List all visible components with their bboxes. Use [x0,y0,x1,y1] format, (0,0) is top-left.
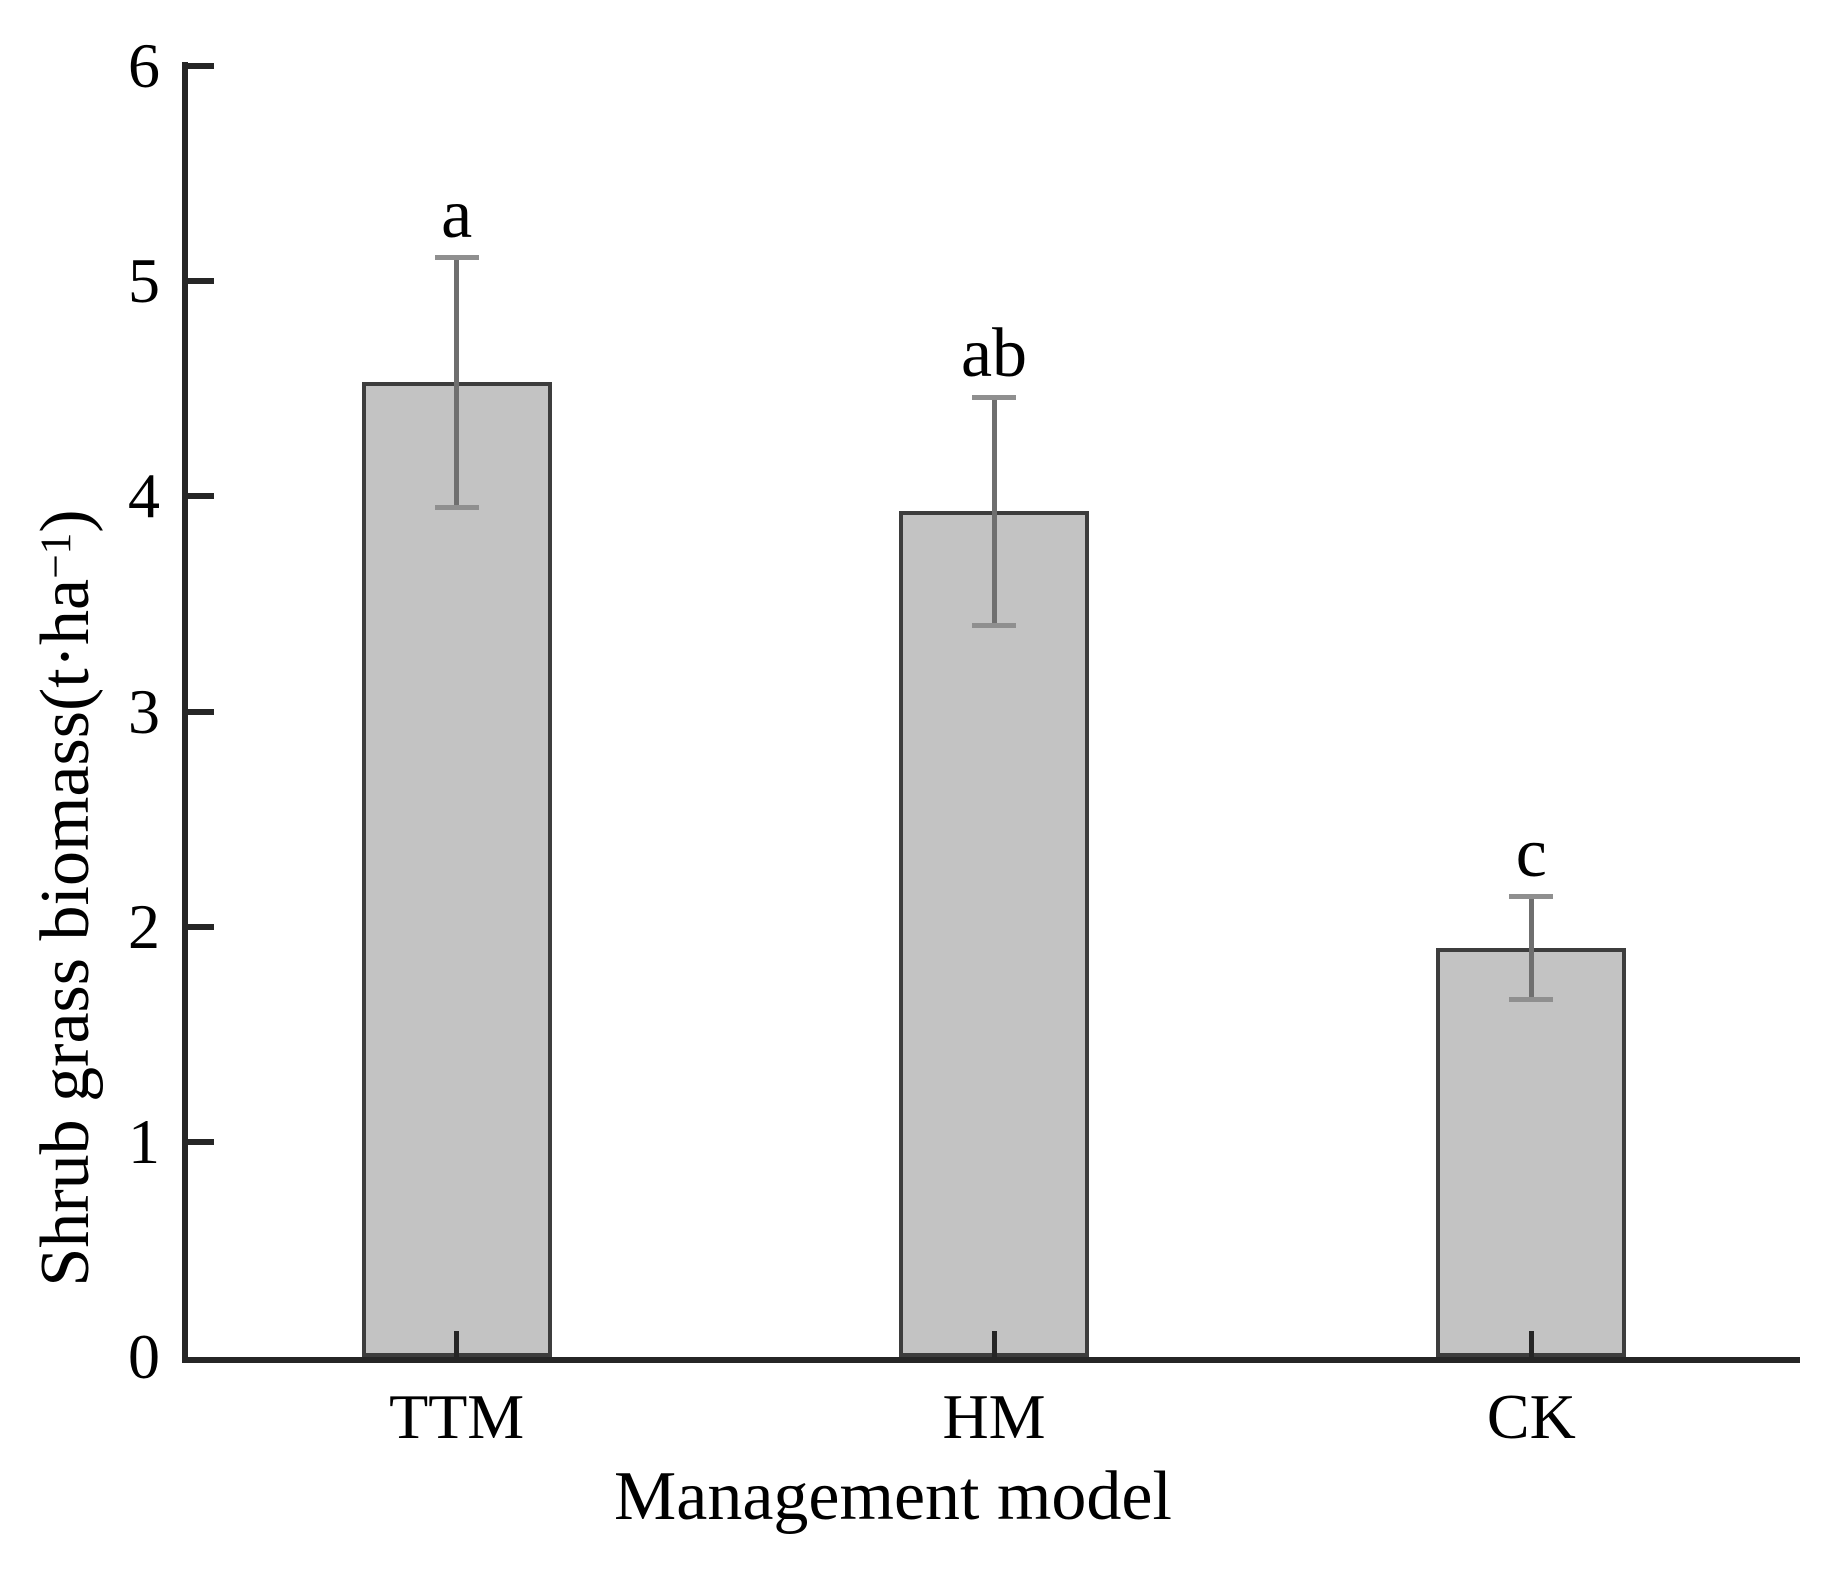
y-tick-label-3: 3 [128,675,160,747]
y-tick-5 [188,278,214,285]
bar-ttm [361,382,552,1357]
x-axis-title: Management model [614,1458,1172,1535]
y-tick-label-5: 5 [128,245,160,317]
error-cap-top-hm [972,394,1016,400]
y-axis-line [182,62,188,1363]
x-axis-line [182,1357,1800,1363]
error-bar-hm [991,397,997,626]
sig-letter-hm: ab [960,315,1028,393]
x-tick-label-ttm: TTM [389,1381,525,1452]
sig-letter-ttm: a [441,175,473,253]
y-tick-label-0: 0 [128,1321,160,1392]
sig-letter-ck: c [1515,814,1547,892]
x-tick-hm [991,1331,997,1357]
y-tick-label-1: 1 [128,1105,160,1177]
y-tick-label-2: 2 [128,890,160,962]
y-tick-label-4: 4 [128,460,160,532]
x-tick-label-hm: HM [942,1381,1046,1452]
y-tick-2 [188,923,214,930]
x-tick-ttm [454,1331,460,1357]
plot-area: 0 1 2 3 4 5 6 a TTM ab HM c CK [128,30,1800,1449]
y-tick-1 [188,1138,214,1145]
error-bar-ck [1528,896,1534,1000]
error-cap-bottom-hm [972,622,1016,628]
x-tick-label-ck: CK [1486,1381,1576,1452]
bar-ck [1436,948,1627,1357]
error-cap-top-ttm [434,254,479,260]
y-tick-label-6: 6 [128,30,160,101]
error-bar-ttm [454,257,460,508]
bar-hm [899,511,1089,1357]
error-cap-bottom-ttm [434,504,479,510]
y-tick-4 [188,493,214,500]
error-cap-top-ck [1509,894,1554,900]
y-tick-3 [188,708,214,715]
y-tick-6 [188,63,214,69]
x-tick-ck [1528,1331,1534,1357]
y-axis-title-superscript: −1 [32,532,80,579]
error-cap-bottom-ck [1509,997,1554,1003]
